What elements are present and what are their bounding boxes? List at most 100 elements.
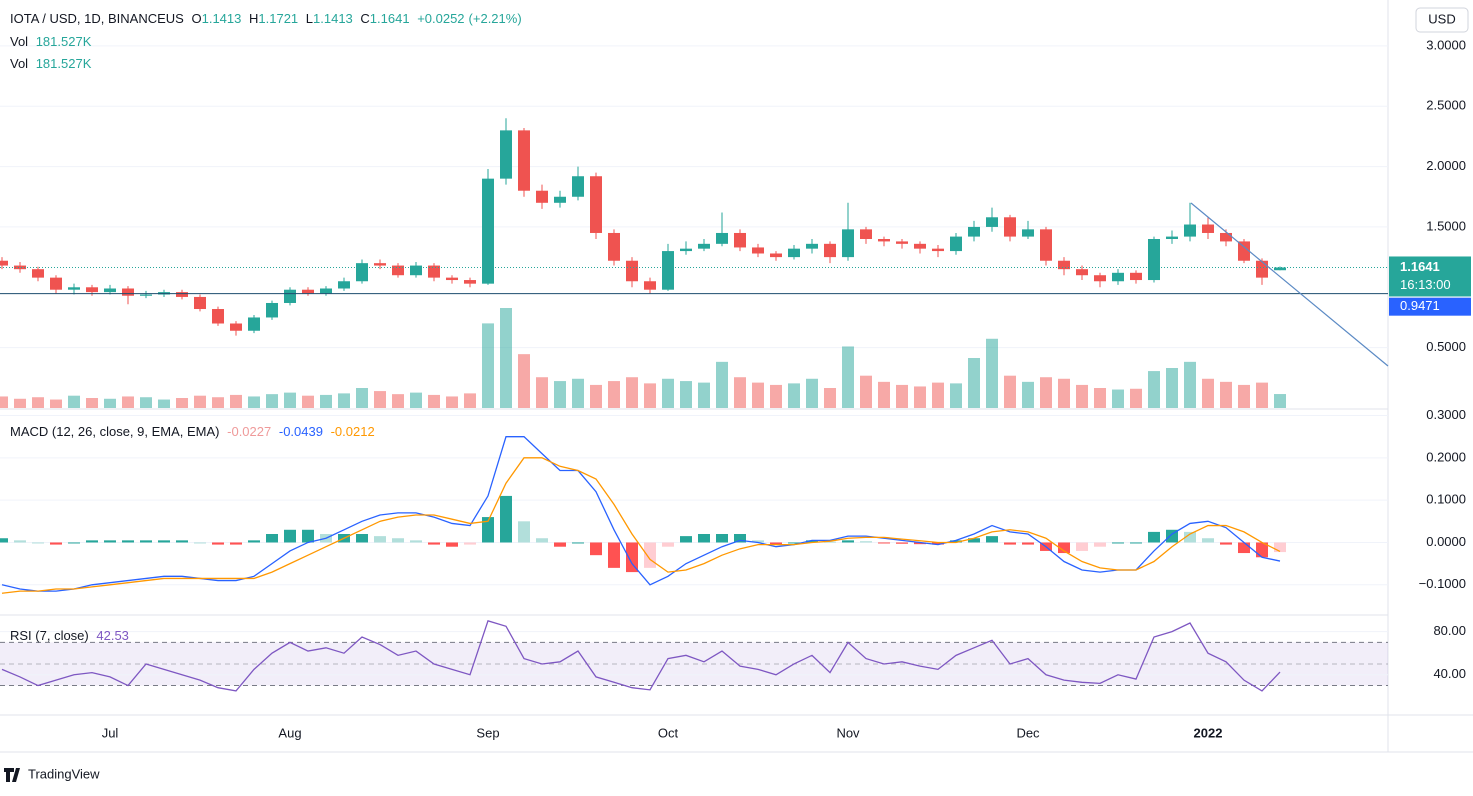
volume-bar: [554, 381, 566, 408]
candle-body: [1256, 260, 1268, 278]
macd-histogram-bar: [932, 542, 944, 545]
macd-histogram-bar: [482, 517, 494, 543]
volume-bar: [626, 377, 638, 408]
candle-body: [140, 294, 152, 296]
x-tick-label: 2022: [1194, 725, 1223, 740]
volume-bar: [320, 394, 332, 408]
candle-body: [1274, 267, 1286, 271]
macd-histogram-bar: [14, 540, 26, 543]
candle-body: [1202, 224, 1214, 233]
macd-histogram-bar: [410, 540, 422, 543]
macd-histogram-bar: [1058, 542, 1070, 554]
volume-bar: [0, 396, 8, 408]
volume-bar: [1112, 389, 1124, 408]
volume-bar: [752, 382, 764, 408]
volume-bar: [338, 393, 350, 408]
y-tick-label: 0.2000: [1426, 449, 1466, 464]
volume-value: 181.527K: [35, 56, 92, 71]
candle-body: [122, 288, 134, 296]
volume-bar: [428, 394, 440, 408]
candle-body: [698, 243, 710, 249]
volume-bar: [842, 346, 854, 408]
macd-histogram-bar: [572, 542, 584, 544]
volume-bar: [32, 397, 44, 408]
candle-body: [32, 269, 44, 278]
volume-bar: [1256, 382, 1268, 408]
macd-histogram-bar: [590, 542, 602, 556]
candle-body: [662, 251, 674, 290]
volume-bar: [734, 377, 746, 408]
candle-body: [284, 289, 296, 303]
macd-histogram-bar: [752, 540, 764, 543]
candle-body: [1130, 272, 1142, 281]
volume-bar: [806, 378, 818, 408]
candle-body: [824, 243, 836, 258]
signal-value: -0.0212: [330, 424, 375, 439]
macd-histogram-bar: [50, 542, 62, 545]
macd-histogram-bar: [212, 542, 224, 545]
macd-histogram-bar: [536, 538, 548, 543]
macd-histogram-bar: [896, 542, 908, 544]
volume-value: 181.527K: [35, 34, 92, 49]
candle-body: [302, 289, 314, 294]
volume-bar: [716, 361, 728, 408]
volume-bar: [932, 382, 944, 408]
candle-body: [734, 232, 746, 248]
volume-bar: [230, 394, 242, 408]
candle-body: [518, 130, 530, 191]
rsi-line: [1, 620, 1281, 692]
symbol: IOTA / USD, 1D, BINANCEUS: [10, 11, 184, 26]
macd-histogram-bar: [266, 534, 278, 543]
candle-body: [1094, 275, 1106, 282]
macd-histogram-bar: [680, 536, 692, 543]
o-label: O: [191, 11, 202, 26]
candle-body: [932, 248, 944, 252]
x-tick-label: Sep: [476, 725, 499, 740]
x-tick-label: Jul: [102, 725, 119, 740]
volume-bar: [86, 398, 98, 408]
candle-body: [482, 178, 494, 284]
macd-histogram-bar: [806, 540, 818, 543]
volume-bar: [446, 396, 458, 408]
macd-histogram-bar: [1220, 542, 1232, 545]
candle-body: [716, 232, 728, 244]
candle-body: [1112, 272, 1124, 282]
volume-bar: [1184, 361, 1196, 408]
candle-body: [428, 265, 440, 278]
x-tick-label: Dec: [1016, 725, 1040, 740]
volume-bar: [1022, 381, 1034, 408]
currency-button[interactable]: [1415, 7, 1469, 33]
candle-body: [212, 309, 224, 324]
candle-body: [590, 176, 602, 233]
macd-histogram-bar: [986, 536, 998, 543]
currency[interactable]: USD: [1428, 11, 1455, 26]
macd-histogram-bar: [662, 542, 674, 547]
macd-histogram-bar: [950, 540, 962, 543]
trend-line: [1190, 202, 1389, 367]
volume-bar: [1166, 368, 1178, 408]
volume-bar: [860, 375, 872, 408]
macd-histogram-bar: [554, 542, 566, 547]
volume-bar: [194, 395, 206, 408]
hline-label-box: [1389, 297, 1471, 316]
volume-bar: [1004, 375, 1016, 408]
macd-histogram-bar: [1130, 542, 1142, 544]
open-value: 1.1413: [201, 11, 242, 26]
macd-histogram-bar: [374, 536, 386, 543]
macd-histogram-bar: [698, 534, 710, 543]
y-tick-label: 2.0000: [1426, 158, 1466, 173]
candle-body: [878, 239, 890, 242]
macd-histogram-bar: [248, 540, 260, 543]
macd-histogram-bar: [86, 540, 98, 543]
candle-body: [1166, 236, 1178, 240]
macd-histogram-bar: [608, 542, 620, 568]
x-tick-label: Nov: [836, 725, 860, 740]
candle-body: [950, 236, 962, 252]
countdown: 16:13:00: [1400, 277, 1451, 292]
volume-bar: [464, 393, 476, 408]
volume-bar: [572, 378, 584, 408]
volume-bar: [968, 358, 980, 408]
macd-histogram-bar: [104, 540, 116, 543]
volume-bar: [1130, 388, 1142, 408]
